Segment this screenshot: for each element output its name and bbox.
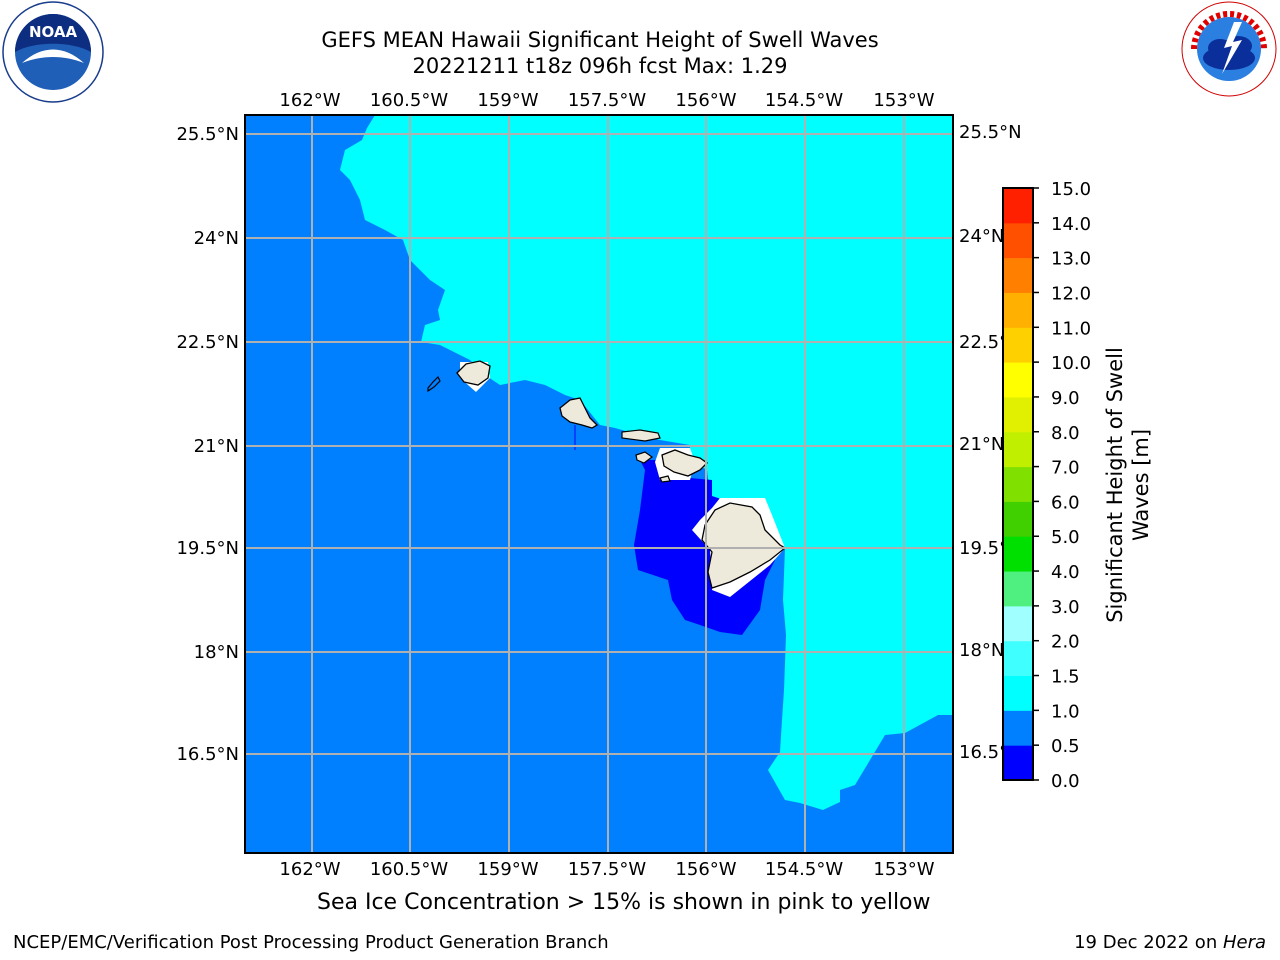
footer-date: 19 Dec 2022 on Hera xyxy=(1074,932,1266,953)
lon-label-top: 153°W xyxy=(873,90,934,111)
island-lanai xyxy=(635,451,654,464)
lat-label-right: 18°N xyxy=(959,640,1004,661)
island-maui xyxy=(661,449,709,477)
colorbar-swatch xyxy=(1003,501,1033,537)
colorbar-label-units: Waves [m] xyxy=(1129,429,1153,541)
colorbar-swatch xyxy=(1003,431,1033,468)
colorbar-tick-label: 2.0 xyxy=(1051,632,1080,653)
lon-label-top: 162°W xyxy=(279,90,340,111)
swell-0-0.5-region xyxy=(634,460,775,635)
nodata-patch xyxy=(692,498,785,597)
lat-label-right: 24°N xyxy=(959,226,1004,247)
colorbar-swatch xyxy=(1003,257,1033,293)
lon-label-bottom: 156°W xyxy=(675,859,736,880)
lat-label-left: 22.5°N xyxy=(176,332,239,353)
lat-label-left: 21°N xyxy=(194,436,239,457)
colorbar-swatch xyxy=(1003,327,1033,363)
lon-label-top: 154.5°W xyxy=(765,90,844,111)
colorbar-tick-label: 5.0 xyxy=(1051,527,1080,548)
colorbar-tick-label: 1.5 xyxy=(1051,667,1080,688)
nws-logo xyxy=(1180,0,1278,98)
colorbar-tick-label: 9.0 xyxy=(1051,388,1080,409)
colorbar-tick-label: 15.0 xyxy=(1051,179,1091,200)
colorbar-swatch xyxy=(1003,292,1033,328)
colorbar-tick-label: 0.0 xyxy=(1051,771,1080,792)
colorbar-tick-label: 6.0 xyxy=(1051,492,1080,513)
lon-label-bottom: 160.5°W xyxy=(370,859,449,880)
colorbar-tick-label: 1.0 xyxy=(1051,701,1080,722)
sea-ice-caption: Sea Ice Concentration > 15% is shown in … xyxy=(317,890,931,915)
lat-label-left: 18°N xyxy=(194,642,239,663)
colorbar-swatch xyxy=(1003,675,1033,711)
lat-label-right: 16.5°N xyxy=(959,742,1022,763)
lon-label-bottom: 159°W xyxy=(477,859,538,880)
lon-label-bottom: 157.5°W xyxy=(568,859,647,880)
swell-0.5-1.0-region xyxy=(245,115,953,853)
noaa-logo-text: NOAA xyxy=(29,23,78,41)
lon-label-top: 156°W xyxy=(675,90,736,111)
colorbar-tick-label: 12.0 xyxy=(1051,283,1091,304)
colorbar-swatch xyxy=(1003,640,1033,677)
colorbar-swatch xyxy=(1003,710,1033,746)
island-niihau xyxy=(427,375,441,393)
colorbar-tick-label: 8.0 xyxy=(1051,423,1080,444)
lat-label-left: 25.5°N xyxy=(176,124,239,145)
island-oahu xyxy=(559,397,599,429)
colorbar-swatch xyxy=(1003,466,1033,502)
island-big-island xyxy=(701,502,787,589)
colorbar-swatch xyxy=(1003,396,1033,433)
colorbar-tick-label: 13.0 xyxy=(1051,249,1091,270)
lon-label-bottom: 153°W xyxy=(873,859,934,880)
colorbar-swatch xyxy=(1003,571,1033,607)
colorbar-swatch xyxy=(1003,745,1033,781)
lat-label-right: 21°N xyxy=(959,434,1004,455)
island-kauai xyxy=(456,360,491,386)
colorbar-tick-label: 10.0 xyxy=(1051,353,1091,374)
colorbar-tick-label: 0.5 xyxy=(1051,736,1080,757)
map-subtitle: 20221211 t18z 096h fcst Max: 1.29 xyxy=(412,54,788,78)
nodata-patch xyxy=(460,362,490,392)
lat-label-left: 19.5°N xyxy=(176,538,239,559)
noaa-logo: NOAA xyxy=(2,1,104,103)
lon-label-bottom: 162°W xyxy=(279,859,340,880)
colorbar-tick-label: 4.0 xyxy=(1051,562,1080,583)
colorbar xyxy=(1003,188,1033,781)
footer-date-text: 19 Dec 2022 on xyxy=(1074,932,1223,953)
island-kahoolawe xyxy=(659,475,671,483)
colorbar-tick-label: 7.0 xyxy=(1051,458,1080,479)
island-molokai xyxy=(621,429,661,442)
colorbar-tick-label: 14.0 xyxy=(1051,214,1091,235)
colorbar-swatch xyxy=(1003,188,1033,224)
colorbar-swatch xyxy=(1003,222,1033,259)
lon-label-top: 160.5°W xyxy=(370,90,449,111)
map-title: GEFS MEAN Hawaii Significant Height of S… xyxy=(321,28,879,52)
lat-label-left: 16.5°N xyxy=(176,744,239,765)
colorbar-label: Significant Height of Swell xyxy=(1103,347,1127,623)
lon-label-bottom: 154.5°W xyxy=(765,859,844,880)
colorbar-swatch xyxy=(1003,536,1033,572)
lon-label-top: 157.5°W xyxy=(568,90,647,111)
lat-label-right: 25.5°N xyxy=(959,122,1022,143)
colorbar-frame xyxy=(1002,187,1034,781)
swell-1.0-1.5-region xyxy=(340,115,953,810)
lat-label-left: 24°N xyxy=(194,228,239,249)
colorbar-tick-label: 11.0 xyxy=(1051,318,1091,339)
colorbar-swatch xyxy=(1003,362,1033,398)
nodata-patch xyxy=(655,448,695,480)
map-gridlines xyxy=(245,115,953,853)
lat-label-right: 22.5°N xyxy=(959,332,1022,353)
lon-label-top: 159°W xyxy=(477,90,538,111)
footer-host: Hera xyxy=(1222,932,1266,953)
footer-credit: NCEP/EMC/Verification Post Processing Pr… xyxy=(13,932,609,953)
lat-label-right: 19.5°N xyxy=(959,538,1022,559)
colorbar-swatch xyxy=(1003,605,1033,642)
colorbar-tick-label: 3.0 xyxy=(1051,597,1080,618)
map-frame xyxy=(244,114,954,854)
